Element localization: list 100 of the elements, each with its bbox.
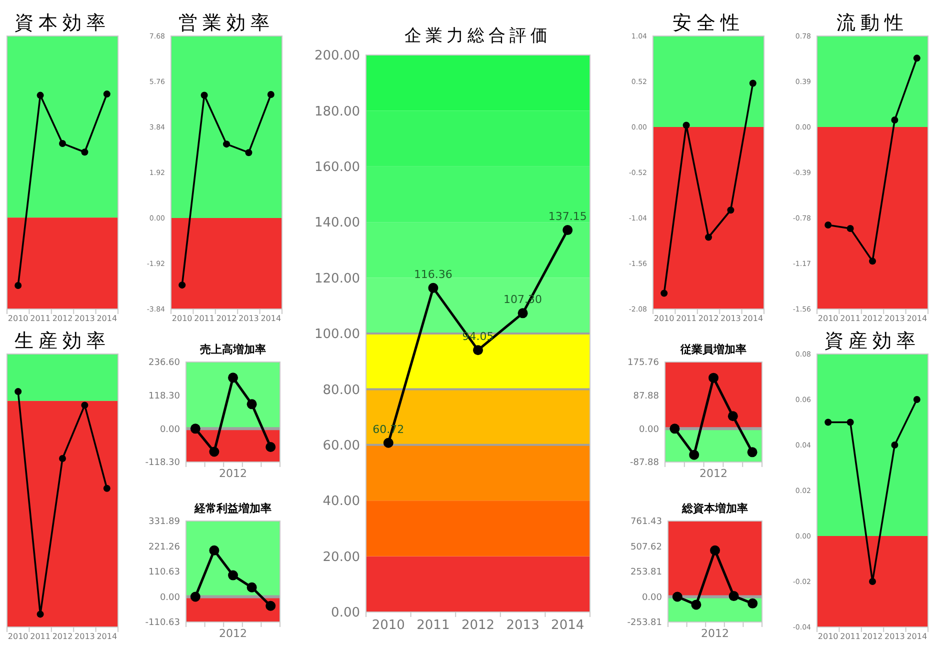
y-tick-label: -118.30 bbox=[145, 458, 180, 468]
x-tick-label: 2011 bbox=[840, 632, 860, 641]
point bbox=[473, 345, 483, 356]
y-tick-label: 761.43 bbox=[630, 517, 662, 528]
point bbox=[81, 402, 88, 409]
chart-title: 流動性 bbox=[836, 12, 908, 34]
x-tick-label: 2011 bbox=[30, 314, 50, 323]
x-tick-label: 2011 bbox=[416, 618, 450, 633]
x-tick-label: 2013 bbox=[238, 314, 259, 323]
x-tick-label: 2013 bbox=[74, 632, 95, 641]
chart-title: 営業効率 bbox=[178, 12, 274, 34]
point bbox=[913, 54, 920, 62]
point bbox=[891, 116, 898, 124]
point bbox=[266, 442, 276, 452]
x-tick-label: 2013 bbox=[884, 314, 905, 323]
point bbox=[682, 122, 690, 129]
chart-title: 経常利益増加率 bbox=[194, 502, 272, 515]
chart-title: 安全性 bbox=[672, 12, 744, 34]
point bbox=[689, 450, 700, 460]
point bbox=[245, 149, 252, 156]
point bbox=[103, 90, 110, 98]
y-tick-label: 110.63 bbox=[148, 568, 180, 578]
point bbox=[14, 282, 22, 290]
y-tick-label: 100.00 bbox=[314, 327, 360, 342]
y-tick-label: -110.63 bbox=[145, 618, 180, 628]
point bbox=[518, 308, 528, 318]
y-tick-label: 175.76 bbox=[628, 358, 660, 368]
x-tick-label: 2014 bbox=[551, 618, 584, 633]
point bbox=[846, 225, 854, 232]
point bbox=[267, 91, 274, 98]
point bbox=[190, 592, 200, 602]
x-tick-label: 2012 bbox=[862, 632, 883, 641]
x-tick-label: 2014 bbox=[906, 632, 928, 641]
chart-title: 従業員増加率 bbox=[680, 343, 746, 356]
x-tick-label: 2012 bbox=[701, 627, 729, 640]
x-tick-label: 2013 bbox=[74, 314, 95, 323]
y-tick-label: 140.00 bbox=[314, 216, 360, 231]
point bbox=[824, 222, 832, 228]
data-label: 137.15 bbox=[548, 210, 587, 224]
point bbox=[178, 282, 186, 289]
point bbox=[708, 372, 718, 383]
chart-title: 売上高増加率 bbox=[200, 343, 266, 356]
y-tick-label: 236.60 bbox=[148, 358, 180, 368]
y-tick-label: 221.26 bbox=[148, 542, 180, 552]
point bbox=[223, 140, 230, 148]
point bbox=[103, 484, 110, 492]
y-tick-label: 160.00 bbox=[314, 160, 360, 175]
point bbox=[747, 447, 758, 458]
point bbox=[383, 438, 394, 448]
point bbox=[228, 372, 238, 383]
point bbox=[691, 600, 702, 610]
point bbox=[562, 225, 573, 236]
x-tick-label: 2013 bbox=[506, 618, 540, 633]
y-tick-label: -87.88 bbox=[630, 458, 660, 468]
point bbox=[869, 578, 876, 585]
x-tick-label: 2012 bbox=[862, 314, 883, 323]
x-tick-label: 2013 bbox=[884, 632, 905, 641]
x-tick-label: 2012 bbox=[52, 314, 73, 323]
point bbox=[728, 591, 739, 602]
point bbox=[428, 282, 438, 293]
x-tick-label: 2013 bbox=[720, 314, 741, 323]
x-tick-label: 2011 bbox=[194, 314, 214, 323]
point bbox=[59, 455, 66, 462]
y-tick-label: 0.00 bbox=[642, 592, 662, 603]
y-tick-label: 118.30 bbox=[148, 391, 180, 402]
point bbox=[200, 92, 208, 99]
point bbox=[59, 140, 66, 147]
chart-title: 生産効率 bbox=[14, 330, 110, 352]
x-tick-label: 2010 bbox=[372, 618, 405, 633]
point bbox=[846, 418, 854, 426]
x-tick-label: 2012 bbox=[219, 627, 247, 640]
y-tick-label: 40.00 bbox=[322, 494, 360, 510]
point bbox=[913, 396, 920, 403]
x-tick-label: 2014 bbox=[906, 314, 928, 323]
point bbox=[14, 388, 22, 396]
y-tick-label: 0.00 bbox=[331, 606, 360, 621]
point bbox=[660, 290, 668, 297]
y-tick-label: 120.00 bbox=[314, 271, 360, 286]
point bbox=[749, 80, 756, 87]
chart-title: 総資本増加率 bbox=[681, 502, 748, 515]
y-tick-label: 80.00 bbox=[322, 382, 360, 398]
x-tick-label: 2010 bbox=[172, 314, 192, 323]
point bbox=[869, 258, 876, 265]
y-tick-label: 0.00 bbox=[160, 424, 180, 435]
point bbox=[728, 411, 738, 422]
point bbox=[209, 446, 220, 457]
x-tick-label: 2014 bbox=[742, 314, 764, 323]
y-tick-label: 253.81 bbox=[630, 568, 662, 578]
x-tick-label: 2010 bbox=[654, 314, 674, 323]
point bbox=[228, 570, 238, 580]
point bbox=[209, 545, 220, 556]
y-tick-label: 180.00 bbox=[314, 104, 360, 120]
point bbox=[705, 234, 712, 241]
y-tick-label: 200.00 bbox=[314, 48, 360, 64]
y-tick-label: 507.62 bbox=[630, 542, 662, 552]
x-tick-label: 2014 bbox=[96, 314, 118, 323]
chart-title: 資産効率 bbox=[824, 330, 920, 352]
point bbox=[727, 206, 734, 214]
x-tick-label: 2011 bbox=[676, 314, 696, 323]
x-tick-label: 2014 bbox=[260, 314, 282, 323]
